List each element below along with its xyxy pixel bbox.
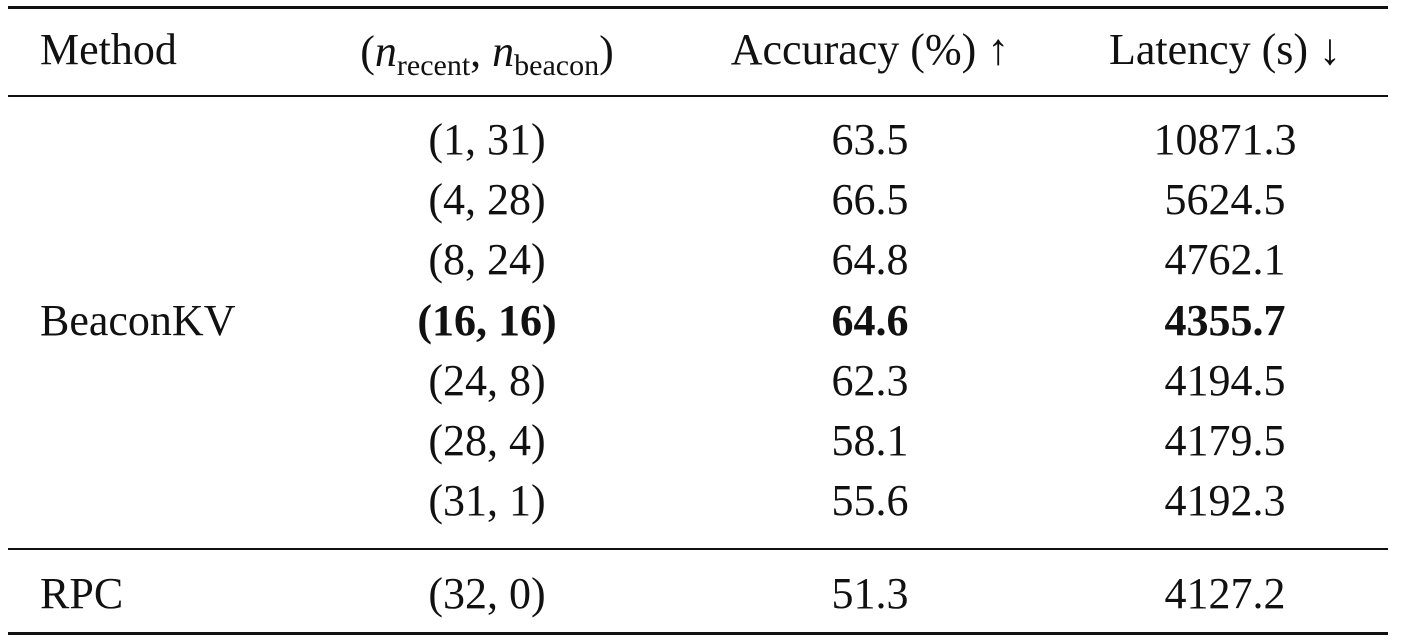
paren: (	[360, 27, 375, 76]
table-cell: 64.8	[831, 235, 909, 285]
table-cell: 4179.5	[1164, 416, 1286, 465]
table-cell: 4194.5	[1164, 355, 1286, 405]
method-cell: BeaconKV	[40, 295, 236, 345]
table-cell: 4355.7	[1164, 295, 1286, 345]
table-cell: 63.5	[831, 115, 909, 164]
var: n	[374, 27, 397, 76]
table-cell: 64.6	[831, 295, 909, 345]
table-cell: (4, 28)	[428, 175, 546, 225]
table-cell: 4127.2	[1164, 569, 1286, 619]
table-cell: 55.6	[831, 476, 909, 526]
subscript: recent	[396, 49, 471, 82]
table-cell: 4762.1	[1164, 235, 1286, 285]
top-rule	[8, 6, 1388, 9]
subscript: beacon	[514, 49, 600, 82]
table-cell: (8, 24)	[428, 235, 546, 285]
group-rule	[8, 548, 1388, 551]
table-cell: 51.3	[831, 569, 909, 619]
method-cell: RPC	[40, 569, 124, 619]
table-cell: (1, 31)	[428, 115, 546, 164]
bottom-rule	[8, 632, 1388, 635]
table-cell: 5624.5	[1164, 175, 1286, 225]
var: n	[492, 27, 515, 76]
header-cell: Latency (s) ↓	[1108, 25, 1342, 74]
table-cell: 66.5	[831, 175, 909, 225]
table-cell: (28, 4)	[428, 416, 546, 465]
table-cell: (32, 0)	[428, 569, 546, 619]
comma: ,	[470, 27, 493, 76]
table-cell: (24, 8)	[428, 355, 546, 405]
header-rule	[8, 95, 1388, 97]
table-cell: (31, 1)	[428, 476, 546, 526]
header-cell: (nrecent, nbeacon)	[360, 27, 614, 81]
table-cell: 10871.3	[1153, 115, 1297, 164]
table-cell: 4192.3	[1164, 476, 1286, 526]
header-cell: Accuracy (%) ↑	[730, 25, 1010, 74]
table-cell: 62.3	[831, 355, 909, 405]
header-cell: Method	[40, 25, 177, 74]
table-cell: 58.1	[831, 416, 909, 465]
paren: )	[599, 27, 614, 76]
table-cell: (16, 16)	[417, 295, 557, 345]
